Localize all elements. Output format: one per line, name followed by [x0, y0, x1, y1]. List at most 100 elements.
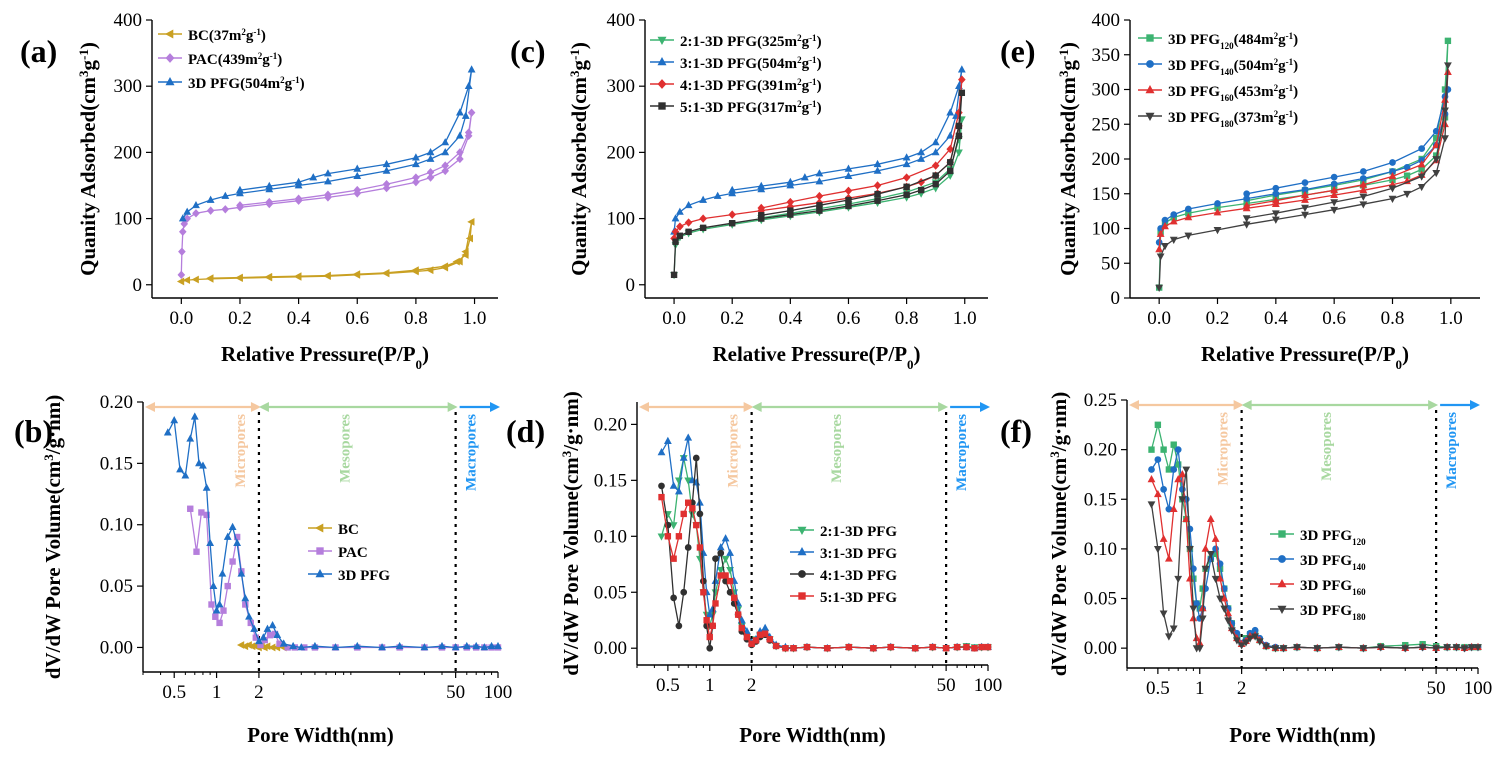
x-tick-label: 1 — [212, 682, 222, 703]
data-point — [700, 577, 707, 585]
x-tick-label: 0.5 — [162, 682, 186, 703]
legend-item: 3D PFG160 — [1270, 578, 1366, 597]
panel-a: 0 100 200 300 400 0.0 0.2 0.4 0.6 0.8 1.0 Relative … — [20, 10, 498, 372]
panel-d: Micropores Mesopores Macropores 0.00 0.05 0.1… — [506, 391, 1002, 747]
x-tick-label: 0.0 — [662, 308, 686, 329]
data-point — [236, 201, 244, 210]
data-point — [352, 270, 361, 279]
data-point — [1164, 554, 1173, 562]
data-point — [180, 219, 189, 229]
y-tick-label: 150 — [1092, 184, 1121, 205]
data-point — [870, 645, 877, 652]
data-point — [190, 412, 199, 420]
data-point — [657, 447, 666, 456]
y-tick-label: 400 — [1092, 10, 1121, 31]
data-point — [297, 643, 306, 651]
data-point — [903, 183, 910, 190]
panel-b: Micropores Mesopores Macropores 0.00 0.05 0.1… — [14, 392, 512, 747]
data-point — [250, 624, 259, 632]
y-axis-title: dV/dW Pore Volume(cm3/g·nm) — [1047, 392, 1072, 677]
data-point — [178, 214, 187, 222]
legend-item: 5:1-3D PFG(317m2g-1) — [650, 99, 822, 116]
data-point — [1441, 135, 1449, 143]
legend-label: 3D PFG — [338, 568, 390, 584]
data-point — [1216, 574, 1224, 582]
data-point — [1198, 615, 1207, 623]
series-3d-pfg140 — [1148, 446, 1482, 652]
y-tick-label: 0 — [1111, 288, 1121, 309]
legend-item: 3D PFG120(484m2g-1) — [1138, 31, 1298, 51]
data-point — [426, 148, 435, 156]
data-point — [216, 619, 223, 627]
data-point — [1192, 633, 1201, 642]
data-point — [958, 89, 966, 96]
y-tick-label: 0.25 — [1084, 390, 1117, 411]
data-point — [1444, 62, 1452, 70]
legend: BC(37m2g-1) PAC(439m2g-1) 3D PFG(504m2g-1) — [158, 27, 305, 92]
data-point — [728, 210, 737, 219]
data-point — [198, 509, 205, 516]
data-point — [1147, 475, 1156, 483]
data-point — [761, 630, 769, 637]
x-tick-label: 50 — [937, 675, 956, 696]
region-arrow-mesopores — [1241, 400, 1439, 410]
y-tick-label: 0.15 — [100, 453, 133, 474]
y-tick-label: 200 — [114, 142, 143, 163]
data-point — [706, 633, 713, 641]
data-point — [1161, 243, 1169, 251]
legend-item: 3D PFG180 — [1270, 603, 1366, 622]
y-tick-label: 0.20 — [1084, 440, 1117, 461]
x-tick-label: 1.0 — [1439, 308, 1463, 329]
data-point — [452, 257, 460, 266]
region-arrow-micropores — [639, 402, 754, 412]
data-point — [1313, 645, 1322, 653]
data-point — [1376, 644, 1385, 652]
data-point — [182, 276, 191, 285]
data-point — [1233, 637, 1241, 645]
data-point — [712, 600, 719, 607]
legend-item: 5:1-3D PFG — [790, 590, 897, 606]
data-point — [480, 643, 489, 651]
data-point — [1227, 627, 1236, 635]
data-point — [1330, 206, 1339, 215]
data-point — [699, 214, 707, 223]
series-line — [673, 119, 963, 275]
legend: 3D PFG120 3D PFG140 3D PFG160 3D PFG180 — [1270, 528, 1366, 622]
data-point — [716, 567, 725, 575]
data-point — [711, 576, 720, 584]
data-point — [671, 214, 680, 222]
y-tick-label: 0.05 — [1084, 589, 1117, 610]
x-tick-label: 0.6 — [345, 308, 369, 329]
data-point — [712, 555, 719, 563]
data-point — [441, 148, 450, 156]
x-tick-label: 0.8 — [1381, 308, 1405, 329]
data-point — [874, 197, 881, 204]
legend-item: PAC(439m2g-1) — [158, 51, 282, 68]
data-point — [957, 65, 966, 73]
data-point — [1169, 504, 1178, 513]
x-tick-label: 1 — [1195, 678, 1205, 699]
panel-e: 0 50 100 150 200 250 300 350 400 0.0 0.2 0.4 0.6 0.8 1… — [1000, 10, 1480, 372]
data-point — [786, 177, 795, 186]
data-point — [1170, 211, 1178, 218]
legend-item: 3D PFG160(453m2g-1) — [1138, 83, 1298, 103]
data-point — [947, 159, 954, 166]
data-point — [324, 190, 332, 199]
legend-marker — [1145, 112, 1155, 122]
data-point — [472, 641, 481, 650]
data-point — [947, 167, 954, 175]
region-arrow-micropores — [145, 402, 261, 412]
data-point — [664, 533, 672, 540]
series-line — [673, 92, 963, 275]
data-point — [464, 128, 473, 137]
data-point — [1452, 644, 1461, 652]
x-tick-label: 0.8 — [404, 308, 428, 329]
legend-label: 4:1-3D PFG — [820, 568, 897, 584]
legend-marker — [1278, 530, 1286, 538]
legend-marker — [798, 570, 806, 578]
data-point — [693, 521, 700, 529]
x-tick-label: 0.6 — [837, 308, 861, 329]
data-point — [1159, 610, 1168, 618]
x-tick-label: 0.8 — [895, 308, 919, 329]
panel-c: 0 100 200 300 400 0.0 0.2 0.4 0.6 0.8 1.0 Relative … — [510, 10, 988, 372]
